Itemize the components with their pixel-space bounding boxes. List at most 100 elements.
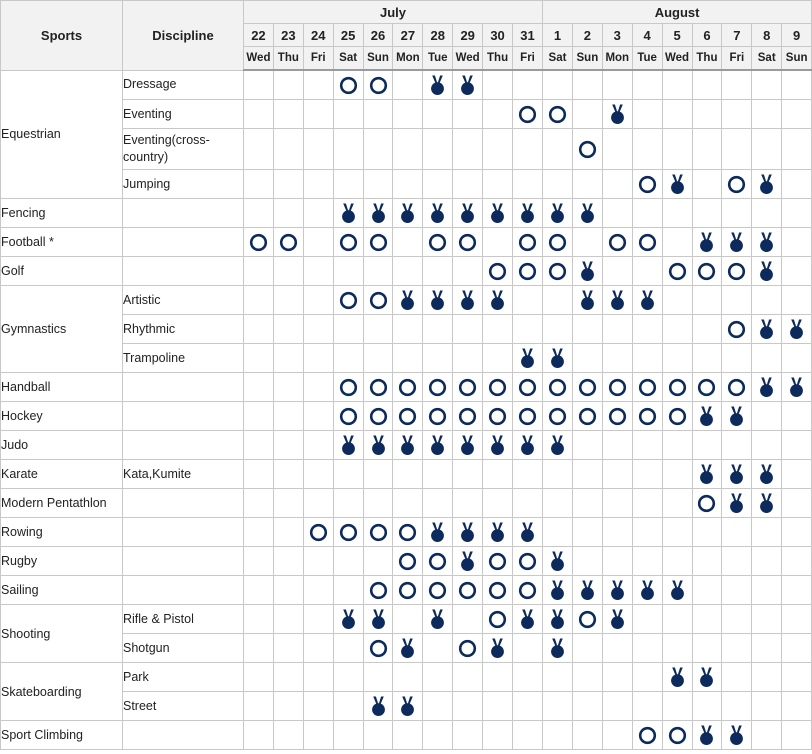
day-cell xyxy=(243,285,274,315)
circle-outline-icon xyxy=(488,406,507,427)
medal-icon xyxy=(398,696,417,717)
day-cell xyxy=(571,517,603,547)
day-cell xyxy=(243,691,274,721)
day-cell xyxy=(332,546,364,576)
day-cell xyxy=(781,604,812,634)
date-header: 30 xyxy=(482,23,514,47)
day-cell xyxy=(542,517,573,547)
day-cell xyxy=(452,720,484,750)
day-cell xyxy=(482,575,514,605)
day-cell xyxy=(422,128,454,170)
day-cell xyxy=(302,459,334,489)
day-cell xyxy=(452,227,484,257)
day-cell xyxy=(332,256,364,286)
table-row: Hockey xyxy=(0,401,812,431)
day-cell xyxy=(272,633,304,663)
circle-outline-icon xyxy=(488,609,507,630)
day-cell xyxy=(601,314,633,344)
day-cell xyxy=(661,314,693,344)
day-cell xyxy=(721,256,753,286)
circle-outline-icon xyxy=(339,406,358,427)
day-cell xyxy=(332,662,364,692)
day-cell xyxy=(362,604,394,634)
day-cell xyxy=(721,662,753,692)
day-cell xyxy=(392,169,424,199)
day-cell xyxy=(721,99,753,129)
medal-icon xyxy=(727,725,746,746)
day-cell xyxy=(512,169,544,199)
day-cell xyxy=(781,546,812,576)
day-cell xyxy=(751,517,783,547)
circle-outline-icon xyxy=(369,406,388,427)
circle-outline-icon xyxy=(697,493,716,514)
day-cell xyxy=(362,314,394,344)
day-cell xyxy=(392,99,424,129)
day-cell xyxy=(332,343,364,373)
day-cell xyxy=(601,575,633,605)
day-cell xyxy=(362,128,394,170)
table-row: Karate Kata,Kumite xyxy=(0,459,812,489)
circle-outline-icon xyxy=(398,551,417,572)
circle-outline-icon xyxy=(428,580,447,601)
day-cell xyxy=(751,128,783,170)
weekday-header: Thu xyxy=(272,46,304,71)
circle-outline-icon xyxy=(578,609,597,630)
day-cell xyxy=(661,633,693,663)
day-cell xyxy=(332,227,364,257)
weekday-header: Sat xyxy=(751,46,783,71)
weekday-header: Thu xyxy=(482,46,514,71)
day-cell xyxy=(362,546,394,576)
day-cell xyxy=(691,314,723,344)
discipline-cell: Rifle & Pistol xyxy=(122,604,244,634)
medal-icon xyxy=(697,406,716,427)
day-cell xyxy=(751,198,783,228)
circle-outline-icon xyxy=(608,377,627,398)
day-cell xyxy=(272,169,304,199)
circle-outline-icon xyxy=(369,290,388,311)
day-cell xyxy=(243,227,274,257)
day-cell xyxy=(601,372,633,402)
medal-icon xyxy=(458,203,477,224)
circle-outline-icon xyxy=(638,377,657,398)
day-cell xyxy=(601,459,633,489)
day-cell xyxy=(362,517,394,547)
discipline-cell: Jumping xyxy=(122,169,244,199)
date-header: 22 xyxy=(243,23,274,47)
day-cell xyxy=(422,575,454,605)
day-cell xyxy=(452,488,484,518)
day-cell xyxy=(482,69,514,100)
table-header: Sports Discipline July August 22 23 24 25 26 2… xyxy=(0,0,812,71)
day-cell xyxy=(243,372,274,402)
circle-outline-icon xyxy=(428,377,447,398)
day-cell xyxy=(631,662,663,692)
date-header: 28 xyxy=(422,23,454,47)
day-cell xyxy=(721,227,753,257)
discipline-cell xyxy=(122,575,244,605)
medal-icon xyxy=(458,522,477,543)
day-cell xyxy=(571,99,603,129)
day-cell xyxy=(721,401,753,431)
day-cell xyxy=(452,69,484,100)
circle-outline-icon xyxy=(339,377,358,398)
date-header: 5 xyxy=(661,23,693,47)
month-header-july: July xyxy=(242,0,544,24)
table-row: Football * xyxy=(0,227,812,257)
circle-outline-icon xyxy=(548,377,567,398)
circle-outline-icon xyxy=(428,232,447,253)
day-cell xyxy=(272,430,304,460)
day-cell xyxy=(751,604,783,634)
date-header: 23 xyxy=(272,23,304,47)
day-cell xyxy=(601,99,633,129)
day-cell xyxy=(781,227,812,257)
circle-outline-icon xyxy=(398,406,417,427)
day-cell xyxy=(512,285,544,315)
medal-icon xyxy=(369,609,388,630)
day-cell xyxy=(661,662,693,692)
date-header: 31 xyxy=(512,23,544,47)
date-header: 26 xyxy=(362,23,394,47)
day-cell xyxy=(272,459,304,489)
medal-icon xyxy=(697,725,716,746)
day-cell xyxy=(691,633,723,663)
day-cell xyxy=(272,720,304,750)
